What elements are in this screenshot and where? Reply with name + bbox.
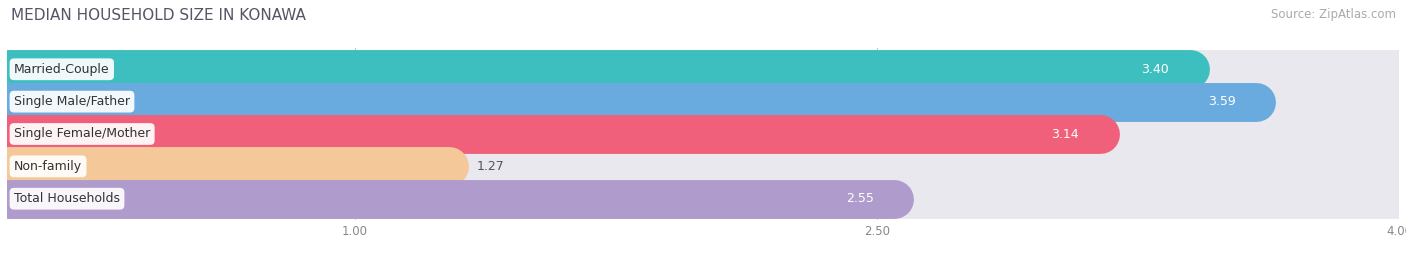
Text: Non-family: Non-family <box>14 160 82 173</box>
Text: Source: ZipAtlas.com: Source: ZipAtlas.com <box>1271 8 1396 21</box>
Text: Married-Couple: Married-Couple <box>14 63 110 76</box>
Text: Total Households: Total Households <box>14 192 120 205</box>
Text: 3.40: 3.40 <box>1142 63 1170 76</box>
Text: 1.27: 1.27 <box>477 160 505 173</box>
Text: 3.59: 3.59 <box>1208 95 1236 108</box>
Text: 3.14: 3.14 <box>1052 128 1078 140</box>
Text: MEDIAN HOUSEHOLD SIZE IN KONAWA: MEDIAN HOUSEHOLD SIZE IN KONAWA <box>11 8 307 23</box>
Text: Single Female/Mother: Single Female/Mother <box>14 128 150 140</box>
Text: 2.55: 2.55 <box>845 192 873 205</box>
Text: Single Male/Father: Single Male/Father <box>14 95 129 108</box>
